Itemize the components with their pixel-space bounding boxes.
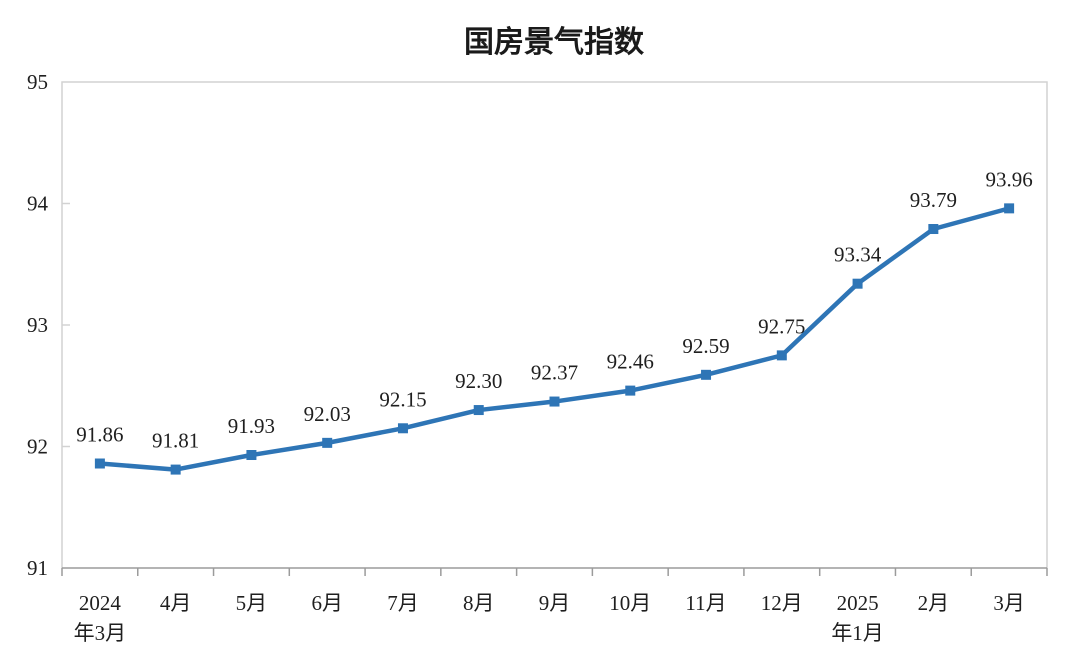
x-tick-label: 9月 [539, 591, 571, 615]
chart-title: 国房景气指数 [464, 25, 645, 60]
data-point-marker [322, 437, 333, 448]
y-tick-label: 91 [27, 556, 48, 580]
x-tick-label: 2月 [918, 591, 950, 615]
y-tick-label: 94 [27, 192, 49, 216]
x-tick-label: 3月 [993, 591, 1025, 615]
data-point-marker [549, 396, 560, 407]
x-tick-label: 2025 [837, 591, 879, 615]
x-tick-label: 8月 [463, 591, 495, 615]
data-point-marker [1004, 203, 1015, 214]
data-point-marker [397, 423, 408, 434]
data-label: 92.15 [379, 387, 426, 411]
x-tick-label: 10月 [609, 591, 651, 615]
data-label: 92.46 [607, 350, 654, 374]
x-tick-label: 12月 [761, 591, 803, 615]
data-label: 93.79 [910, 188, 957, 212]
data-label: 92.30 [455, 369, 502, 393]
data-label: 91.93 [228, 414, 275, 438]
y-tick-label: 95 [27, 70, 48, 94]
x-tick-label: 年1月 [831, 621, 884, 645]
data-label: 92.03 [304, 402, 351, 426]
data-label: 92.75 [758, 314, 805, 338]
data-point-marker [625, 385, 636, 396]
y-tick-label: 93 [27, 313, 48, 337]
data-label: 91.81 [152, 429, 199, 453]
x-tick-label: 6月 [311, 591, 343, 615]
plot-area: 91 92 93 94 95 2024 年3月 4月 5月 6月 7月 8月 9月 10月 11月 12月 20… [27, 70, 1048, 645]
data-point-marker [94, 458, 105, 469]
data-label: 92.37 [531, 361, 578, 385]
data-point-marker [473, 405, 484, 416]
data-label: 92.59 [682, 334, 729, 358]
data-point-marker [852, 278, 863, 289]
data-point-marker [776, 350, 787, 361]
data-point-marker [928, 224, 939, 235]
x-tick-label: 11月 [685, 591, 726, 615]
x-tick-label: 年3月 [74, 621, 127, 645]
data-point-marker [701, 369, 712, 380]
y-tick-label: 92 [27, 435, 48, 459]
data-label: 93.34 [834, 243, 882, 267]
x-tick-label: 4月 [160, 591, 192, 615]
data-label: 91.86 [76, 423, 123, 447]
data-label: 93.96 [985, 167, 1032, 191]
x-tick-label: 5月 [236, 591, 268, 615]
data-point-marker [170, 464, 181, 475]
data-point-marker [246, 450, 257, 461]
plot-border [61, 81, 1048, 568]
x-tick-label: 7月 [387, 591, 419, 615]
x-tick-label: 2024 [79, 591, 122, 615]
